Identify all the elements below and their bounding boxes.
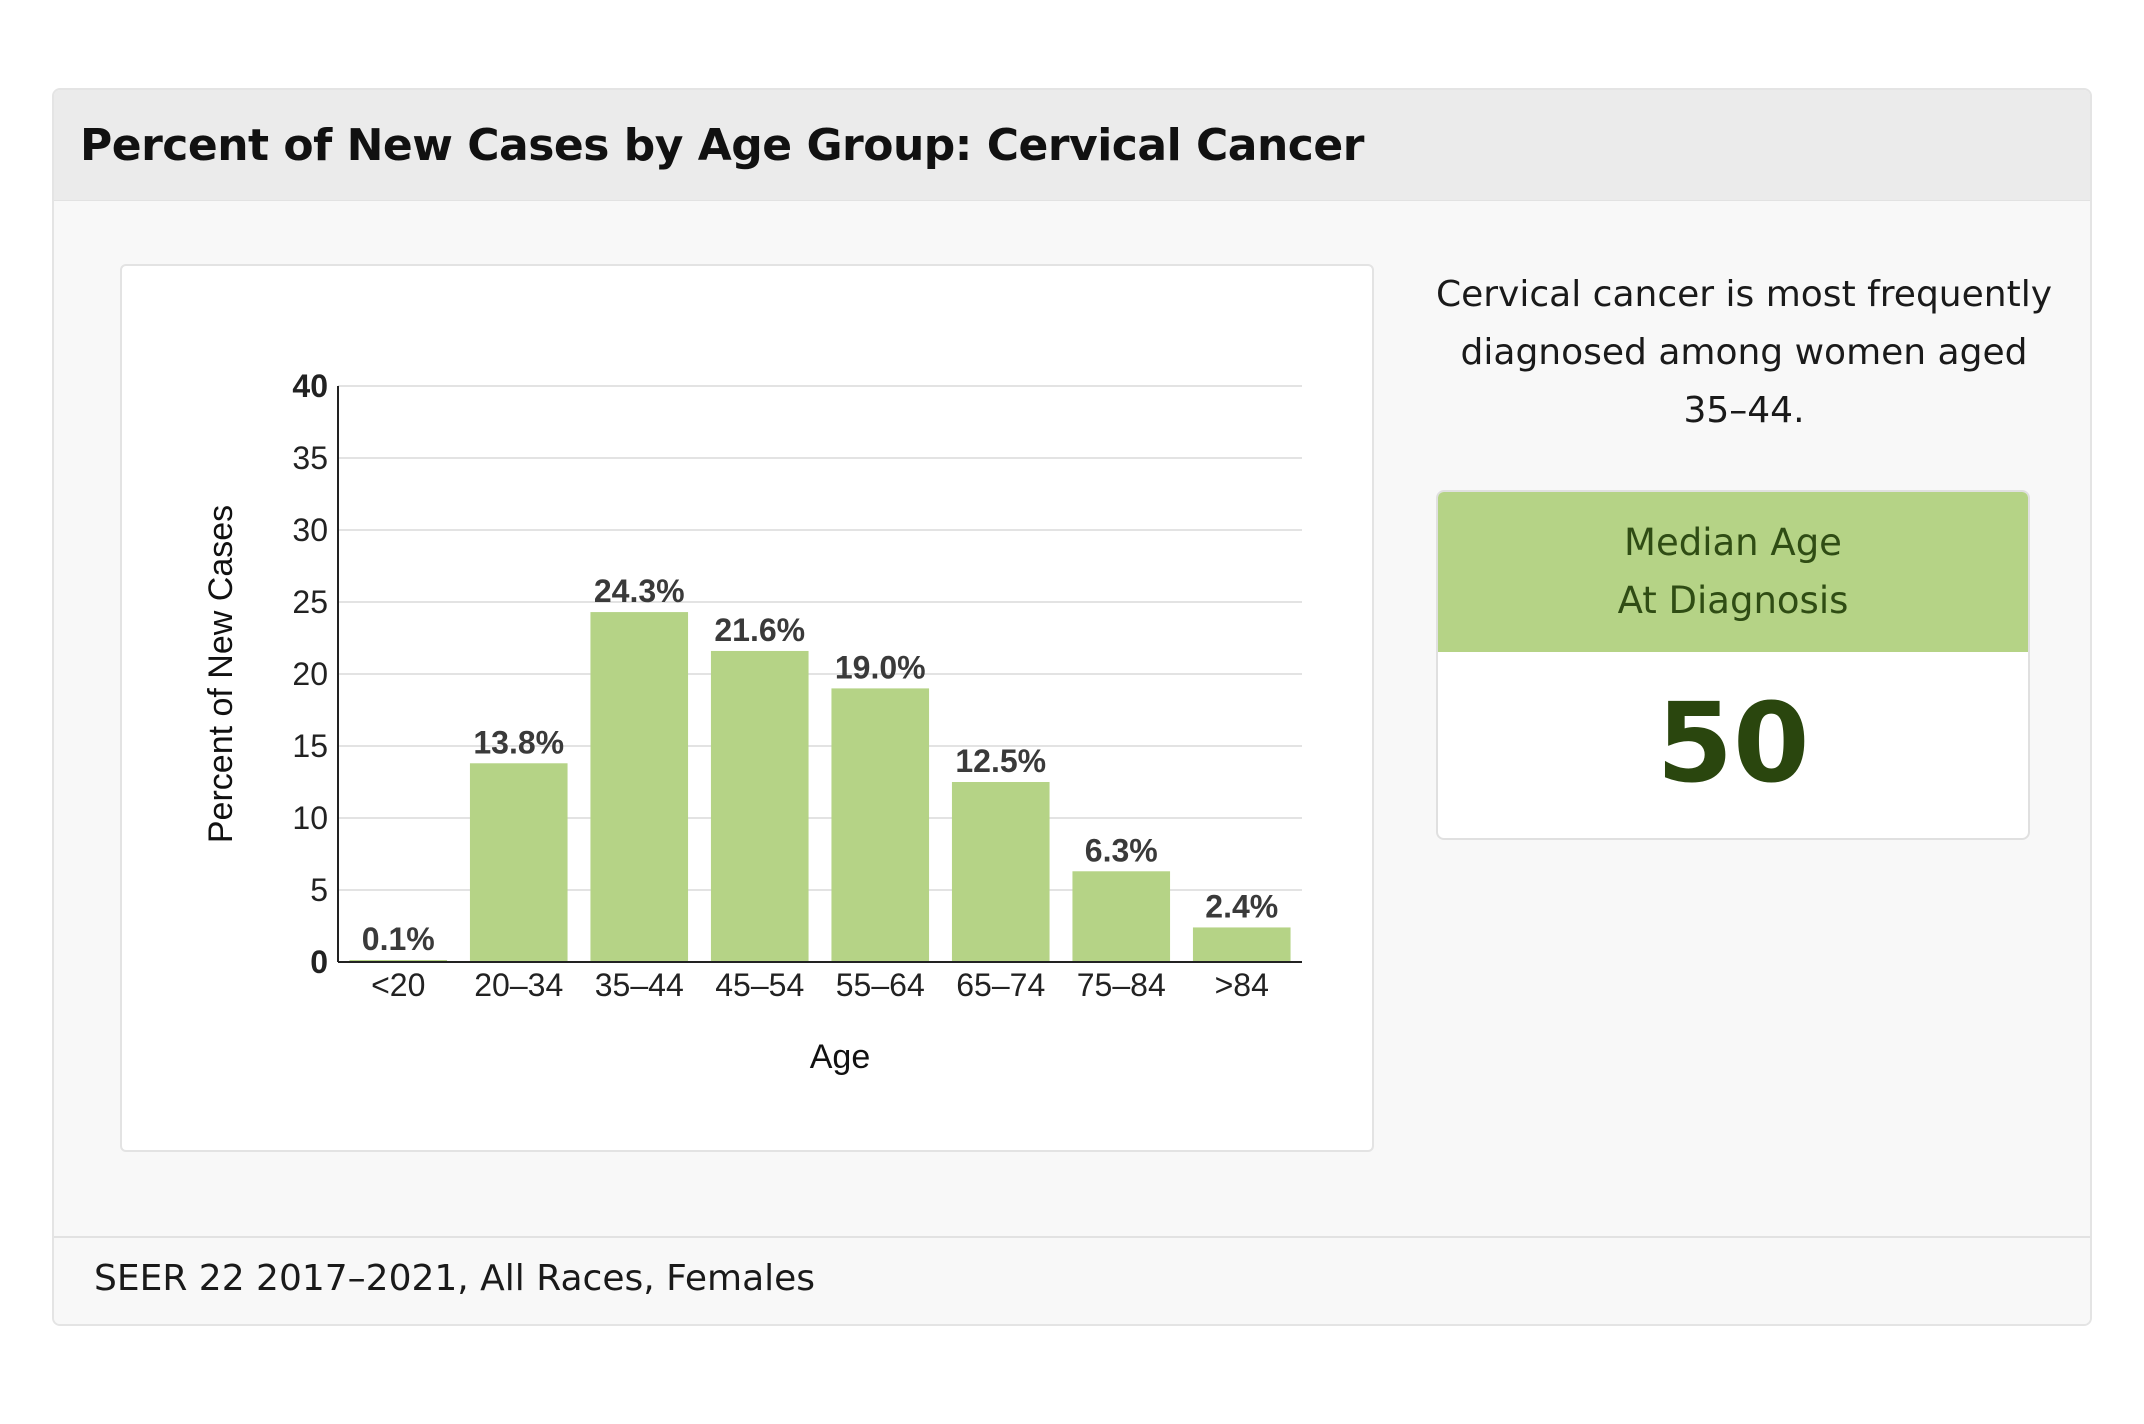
card-header: Percent of New Cases by Age Group: Cervi… [54,90,2090,201]
median-age-box: Median Age At Diagnosis 50 [1436,490,2030,840]
x-tick-label: 20–34 [474,967,563,1003]
y-tick-label: 20 [292,656,328,692]
y-tick-label: 15 [292,728,328,764]
x-tick-label: >84 [1215,967,1269,1003]
y-tick-label: 10 [292,800,328,836]
y-tick-label: 35 [292,440,328,476]
median-label-line2: At Diagnosis [1617,579,1849,622]
bar [831,688,930,962]
x-tick-label: 35–44 [595,967,684,1003]
data-label: 24.3% [594,573,685,609]
median-label-line1: Median Age [1624,521,1842,564]
x-tick-label: 75–84 [1077,967,1166,1003]
x-axis-title: Age [810,1038,871,1076]
y-tick-label: 5 [310,872,328,908]
bar [1072,871,1171,962]
data-label: 13.8% [473,724,564,760]
data-label: 0.1% [362,921,435,957]
page-title: Percent of New Cases by Age Group: Cervi… [80,120,1364,171]
y-tick-label: 40 [292,368,328,404]
data-label: 6.3% [1085,832,1158,868]
x-tick-label: 65–74 [956,967,1045,1003]
bar [710,650,809,962]
data-label: 21.6% [714,612,805,648]
x-tick-label: <20 [371,967,425,1003]
source-note: SEER 22 2017–2021, All Races, Females [94,1258,816,1299]
x-tick-label: 55–64 [836,967,925,1003]
y-tick-label: 30 [292,512,328,548]
median-age-header: Median Age At Diagnosis [1438,492,2028,652]
data-label: 19.0% [835,649,926,685]
median-age-value: 50 [1656,679,1810,807]
x-tick-label: 45–54 [715,967,804,1003]
card-footer: SEER 22 2017–2021, All Races, Females [54,1236,2090,1324]
summary-text: Cervical cancer is most frequently diagn… [1435,274,2053,431]
y-tick-label: 25 [292,584,328,620]
bar [469,763,568,962]
bar [951,782,1050,962]
bar-chart: 0 5 10 15 20 25 30 35 40 0.1% <20 13.8% 20–34 24.3% 35… [202,368,1302,1076]
y-tick-label: 0 [310,944,328,980]
chart-card: Percent of New Cases by Age Group: Cervi… [52,88,2092,1326]
y-axis-title: Percent of New Cases [202,505,240,843]
chart-panel: 0 5 10 15 20 25 30 35 40 0.1% <20 13.8% 20–34 24.3% 35… [120,264,1374,1152]
data-label: 2.4% [1205,888,1278,924]
bar [590,612,689,962]
data-label: 12.5% [955,743,1046,779]
bar [1192,927,1291,962]
